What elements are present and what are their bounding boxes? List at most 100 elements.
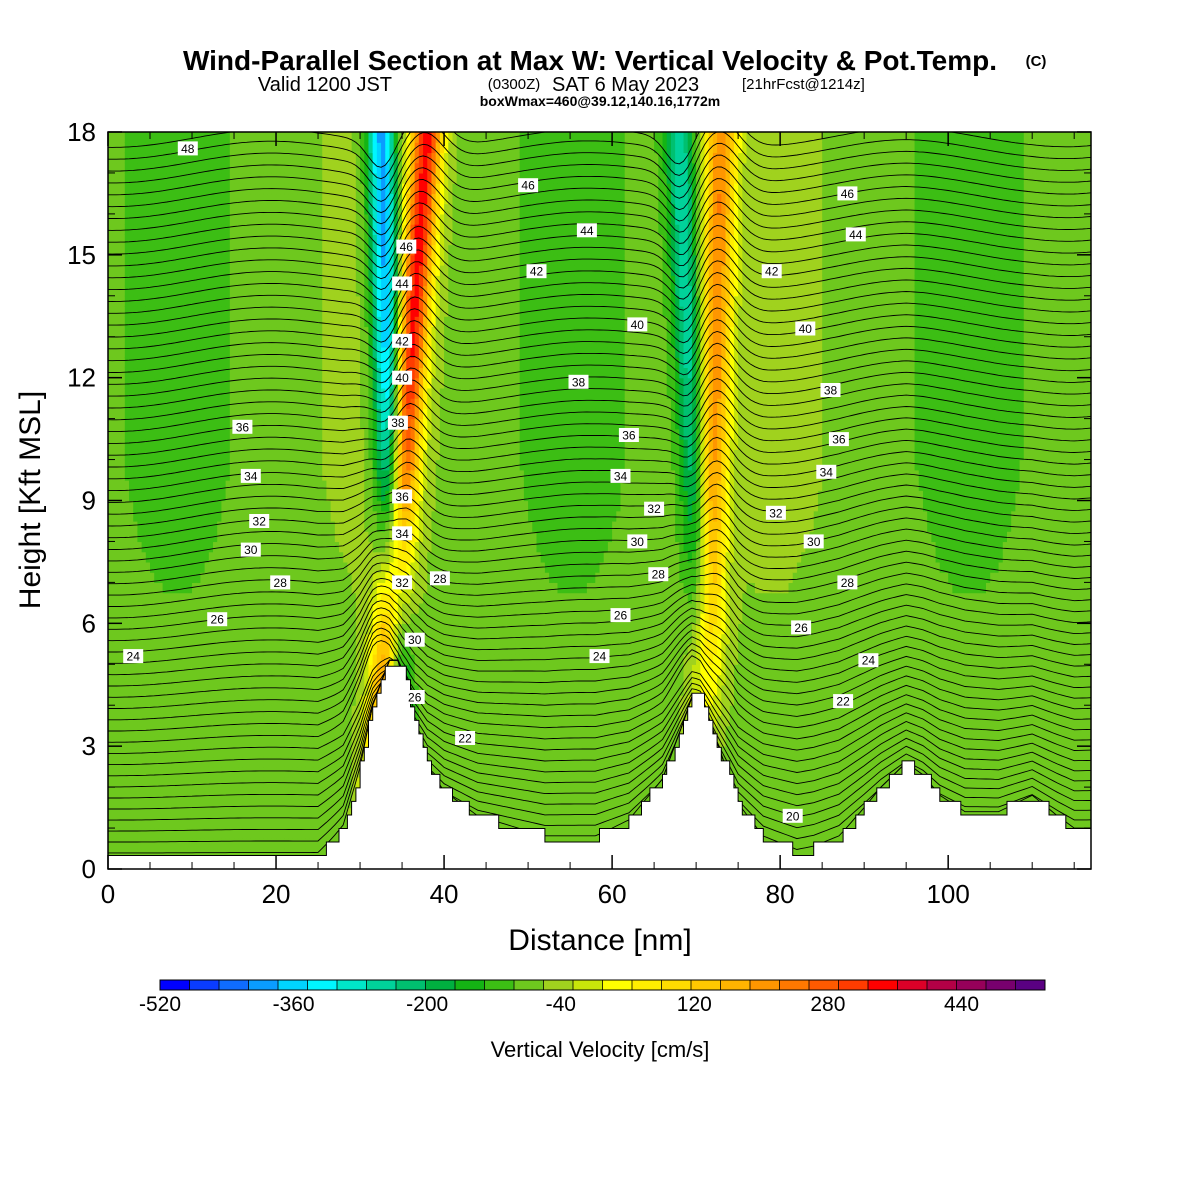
field-cell xyxy=(250,756,256,768)
field-cell xyxy=(267,275,273,287)
field-cell xyxy=(108,500,113,512)
field-cell xyxy=(158,787,164,798)
field-cell xyxy=(267,674,273,686)
field-cell xyxy=(288,387,294,399)
field-cell xyxy=(301,766,307,778)
field-cell xyxy=(288,132,294,143)
field-cell xyxy=(284,172,290,184)
field-cell xyxy=(376,285,382,297)
field-cell xyxy=(229,265,235,276)
field-cell xyxy=(208,428,214,440)
field-cell xyxy=(347,633,353,645)
field-cell xyxy=(166,398,172,409)
field-cell xyxy=(158,377,164,389)
field-cell xyxy=(116,664,122,676)
field-cell xyxy=(150,602,155,614)
field-cell xyxy=(288,285,294,297)
field-cell xyxy=(347,674,353,686)
field-cell xyxy=(242,306,248,317)
field-cell xyxy=(297,541,302,553)
field-cell xyxy=(276,193,281,205)
field-cell xyxy=(284,633,290,645)
field-cell xyxy=(368,224,374,235)
field-cell xyxy=(221,398,227,409)
field-cell xyxy=(166,244,172,256)
field-cell xyxy=(330,152,336,164)
field-cell xyxy=(360,285,365,297)
field-cell xyxy=(137,275,143,287)
field-cell xyxy=(385,613,391,624)
field-cell xyxy=(112,418,117,430)
field-cell xyxy=(183,746,189,758)
field-cell xyxy=(322,377,328,389)
field-cell xyxy=(208,500,214,512)
field-cell xyxy=(234,408,239,420)
field-cell xyxy=(141,838,147,850)
field-cell xyxy=(150,582,155,594)
field-cell xyxy=(120,654,126,665)
field-cell xyxy=(288,428,294,440)
field-cell xyxy=(133,459,139,471)
field-cell xyxy=(158,674,164,686)
field-cell xyxy=(271,592,277,604)
field-cell xyxy=(166,776,172,788)
field-cell xyxy=(221,183,227,195)
field-cell xyxy=(343,224,349,235)
field-cell xyxy=(313,490,319,502)
field-cell xyxy=(297,428,302,440)
field-cell xyxy=(326,715,332,727)
field-cell xyxy=(360,132,365,143)
field-cell xyxy=(267,336,273,348)
field-cell xyxy=(355,244,361,256)
field-cell xyxy=(267,439,273,450)
field-cell xyxy=(129,428,134,440)
field-cell xyxy=(313,817,319,829)
field-cell xyxy=(339,787,344,798)
field-cell xyxy=(250,797,256,809)
field-cell xyxy=(112,346,117,358)
field-cell xyxy=(187,265,193,276)
field-cell xyxy=(309,254,315,266)
field-cell xyxy=(238,449,244,461)
field-cell xyxy=(171,326,176,338)
field-cell xyxy=(301,295,307,307)
field-cell xyxy=(259,326,265,338)
field-cell xyxy=(309,326,315,338)
field-cell xyxy=(309,592,315,604)
field-cell xyxy=(124,469,130,481)
field-cell xyxy=(234,735,239,747)
field-cell xyxy=(393,654,399,665)
field-cell xyxy=(217,469,223,481)
field-cell xyxy=(175,828,181,839)
field-cell xyxy=(204,623,210,635)
field-cell xyxy=(376,326,382,338)
field-cell xyxy=(284,377,290,389)
field-cell xyxy=(154,510,160,522)
field-cell xyxy=(192,684,197,696)
field-cell xyxy=(150,592,155,604)
field-cell xyxy=(250,234,256,246)
field-cell xyxy=(267,398,273,409)
field-cell xyxy=(242,807,248,819)
field-cell xyxy=(133,142,139,154)
field-cell xyxy=(334,449,340,461)
field-cell xyxy=(355,142,361,154)
field-cell xyxy=(376,469,382,481)
field-cell xyxy=(175,306,181,317)
field-cell xyxy=(292,306,298,317)
field-cell xyxy=(288,224,294,235)
field-cell xyxy=(158,561,164,573)
field-cell xyxy=(242,746,248,758)
field-cell xyxy=(385,377,391,389)
field-cell xyxy=(120,398,126,409)
field-cell xyxy=(145,265,151,276)
field-cell xyxy=(183,254,189,266)
field-cell xyxy=(255,807,260,819)
field-cell xyxy=(166,766,172,778)
field-cell xyxy=(318,715,323,727)
field-cell xyxy=(288,674,294,686)
field-cell xyxy=(175,735,181,747)
field-cell xyxy=(322,316,328,328)
field-cell xyxy=(284,459,290,471)
field-cell xyxy=(208,387,214,399)
